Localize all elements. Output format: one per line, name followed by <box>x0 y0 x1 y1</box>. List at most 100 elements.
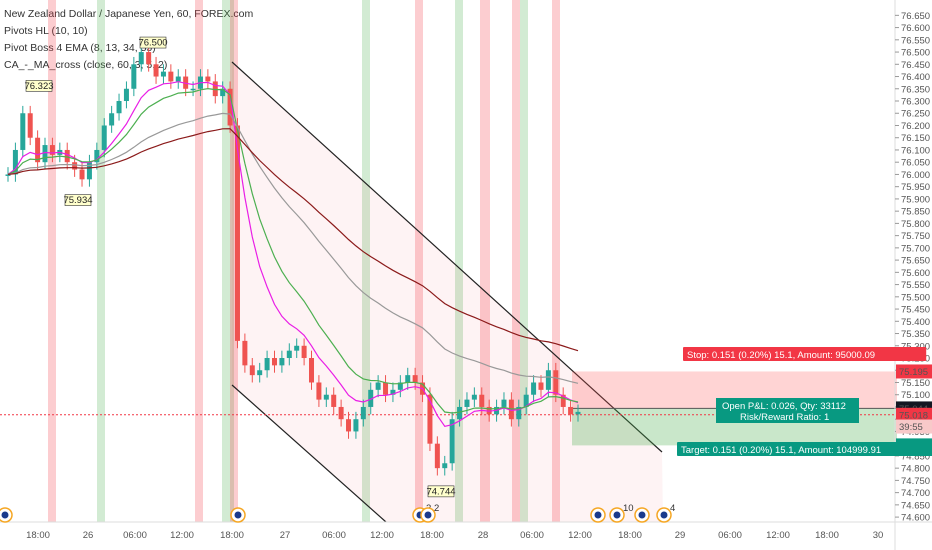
price-tick-label: 76.300 <box>901 97 930 108</box>
candle-body <box>227 88 233 126</box>
svg-text:10: 10 <box>623 503 634 514</box>
price-tick-label: 76.500 <box>901 48 930 59</box>
candle-body <box>301 345 307 359</box>
candle-body <box>523 394 529 407</box>
signal-band <box>222 0 234 522</box>
price-tick-label: 76.350 <box>901 84 930 95</box>
time-tick-label: 30 <box>873 530 884 541</box>
target-label: Target: 0.151 (0.20%) 15.1, Amount: 1049… <box>677 442 932 456</box>
candle-body <box>205 76 211 82</box>
price-tick-label: 74.750 <box>901 476 930 487</box>
candle-body <box>86 162 92 180</box>
candle-body <box>49 145 55 155</box>
pivot-text: 74.744 <box>426 486 455 497</box>
candle-body <box>501 399 507 407</box>
candle-body <box>560 394 566 407</box>
price-tick-label: 76.200 <box>901 121 930 132</box>
chart-legend: New Zealand Dollar / Japanese Yen, 60, F… <box>4 6 253 74</box>
pivot-text: 76.323 <box>24 81 53 92</box>
time-tick-label: 06:00 <box>322 530 346 541</box>
price-tick-label: 76.600 <box>901 23 930 34</box>
candle-body <box>568 406 574 415</box>
signal-band <box>480 0 490 522</box>
chart-title: New Zealand Dollar / Japanese Yen, 60, F… <box>4 8 254 20</box>
candle-body <box>346 419 352 432</box>
candle-body <box>64 149 70 163</box>
candle-body <box>331 394 337 407</box>
candle-body <box>516 406 522 420</box>
time-tick-label: 29 <box>675 530 686 541</box>
signal-band <box>415 0 423 522</box>
candle-body <box>360 406 366 420</box>
event-badge-icon <box>230 507 246 523</box>
candle-body <box>249 365 255 376</box>
candle-body <box>575 411 581 415</box>
candle-body <box>146 52 152 65</box>
candle-body <box>368 389 374 407</box>
candle-body <box>20 113 26 150</box>
indicator-ma-cross[interactable]: CA_-_MA_cross (close, 60, 3, 5, 2) <box>4 59 168 71</box>
candle-body <box>531 382 537 395</box>
price-tag <box>896 407 932 422</box>
candle-body <box>286 350 292 359</box>
candle-body <box>375 382 381 390</box>
price-tick-label: 75.450 <box>901 305 930 316</box>
candle-body <box>131 64 137 89</box>
candle-body <box>123 88 129 102</box>
time-tick-label: 26 <box>83 530 94 541</box>
candle-body <box>338 406 344 420</box>
signal-band <box>97 0 105 522</box>
time-tick-label: 06:00 <box>718 530 742 541</box>
candle-body <box>294 345 300 351</box>
candle-body <box>257 370 263 376</box>
candle-body <box>212 81 218 97</box>
indicator-pivots-hl[interactable]: Pivots HL (10, 10) <box>4 25 88 37</box>
candle-body <box>234 125 240 341</box>
time-tick-label: 18:00 <box>26 530 50 541</box>
time-tick-label: 12:00 <box>370 530 394 541</box>
candle-body <box>279 358 285 366</box>
candle-body <box>79 169 85 180</box>
price-tick-label: 75.550 <box>901 280 930 291</box>
price-tick-label: 75.150 <box>901 378 930 389</box>
candle-body <box>457 406 463 420</box>
signal-band <box>48 0 56 522</box>
price-tick-label: 75.950 <box>901 182 930 193</box>
candle-body <box>264 358 270 371</box>
time-tick-label: 12:00 <box>170 530 194 541</box>
price-tick-label: 74.650 <box>901 500 930 511</box>
channel-upper-line <box>231 61 663 453</box>
svg-text:Open P&L: 0.026, Qty: 33112: Open P&L: 0.026, Qty: 33112 <box>722 401 846 412</box>
svg-text:4: 4 <box>670 503 675 514</box>
signal-band <box>455 0 463 522</box>
event-badge-icon: 10 <box>609 503 634 523</box>
candle-body <box>116 101 122 114</box>
time-tick-label: 18:00 <box>420 530 444 541</box>
candle-body <box>138 52 144 65</box>
candle-body <box>449 419 455 464</box>
channel-lower-line <box>231 384 387 523</box>
pivot-text: 75.934 <box>63 195 92 206</box>
pivot-label: 76.500 <box>138 36 168 49</box>
signal-band <box>520 0 528 522</box>
price-tick-label: 76.150 <box>901 133 930 144</box>
price-tag <box>896 364 932 379</box>
candle-body <box>101 125 107 150</box>
candle-body <box>353 419 359 432</box>
time-tick-label: 06:00 <box>123 530 147 541</box>
candle-body <box>538 382 544 390</box>
candle-body <box>5 174 11 176</box>
candle-body <box>390 389 396 395</box>
price-tick-label: 75.600 <box>901 268 930 279</box>
candle-body <box>109 113 115 126</box>
price-tick-label: 75.800 <box>901 219 930 230</box>
candle-body <box>94 149 100 163</box>
indicator-pivot-boss-ema[interactable]: Pivot Boss 4 EMA (8, 13, 34, 55) <box>4 42 156 54</box>
ema-13-line <box>7 87 579 414</box>
candle-body <box>545 370 551 390</box>
event-badge-icon <box>634 507 650 523</box>
candle-body <box>168 71 174 82</box>
price-tick-label: 75.400 <box>901 317 930 328</box>
event-badge-icon: 2 <box>420 503 439 523</box>
